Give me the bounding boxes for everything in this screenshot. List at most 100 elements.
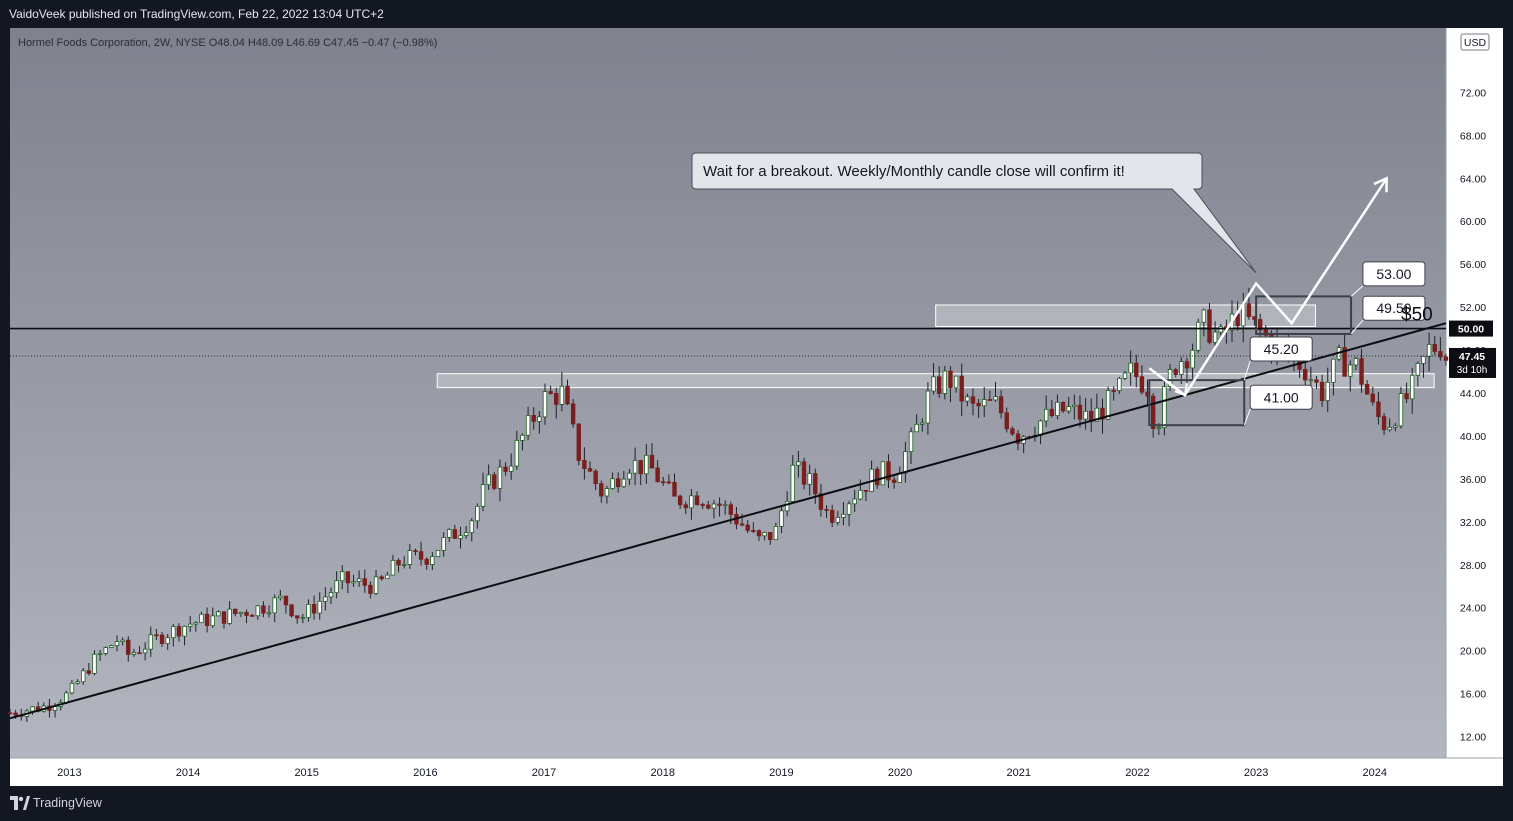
candle-body bbox=[1348, 364, 1353, 377]
candle-body bbox=[227, 608, 232, 624]
candle-body bbox=[165, 637, 170, 644]
candle-body bbox=[728, 504, 734, 515]
time-tick-label: 2019 bbox=[769, 767, 793, 779]
tradingview-logo-icon bbox=[10, 796, 30, 810]
candle-body bbox=[1004, 412, 1009, 430]
candle-body bbox=[1398, 393, 1404, 427]
candle-body bbox=[1038, 420, 1043, 436]
candle-body bbox=[1043, 408, 1049, 422]
price-tick-label: 36.00 bbox=[1460, 474, 1486, 486]
candle-body bbox=[311, 604, 317, 614]
candle-body bbox=[1308, 379, 1314, 382]
candle-body bbox=[835, 516, 841, 523]
candle-body bbox=[520, 434, 525, 441]
candle-body bbox=[1072, 404, 1077, 408]
candle-body bbox=[306, 604, 311, 619]
time-axis-background bbox=[10, 758, 1503, 786]
currency-badge[interactable]: USD bbox=[1460, 33, 1490, 51]
candle-body bbox=[148, 634, 153, 650]
candle-body bbox=[289, 604, 294, 617]
annotations-layer: 53.00 49.50 45.20 41.00 $50 Wait for a breako… bbox=[691, 152, 1433, 427]
candle-body bbox=[1376, 401, 1381, 418]
breakout-box bbox=[1255, 295, 1353, 335]
candle-body bbox=[452, 529, 458, 539]
candle-body bbox=[300, 617, 306, 620]
candle-body bbox=[1167, 369, 1173, 387]
candle-body bbox=[401, 564, 407, 566]
candle-body bbox=[751, 530, 756, 532]
candle-body bbox=[1410, 374, 1415, 400]
label-leader bbox=[1243, 360, 1251, 381]
candle-body bbox=[711, 503, 717, 509]
price-axis-background bbox=[1446, 28, 1503, 758]
price-chart[interactable]: 72.0068.0064.0060.0056.0052.0048.0044.00… bbox=[0, 28, 1503, 786]
candle-body bbox=[920, 422, 925, 425]
candle-body bbox=[914, 423, 919, 433]
candle-body bbox=[593, 470, 598, 485]
price-tick-label: 28.00 bbox=[1460, 560, 1486, 572]
candle-body bbox=[396, 559, 401, 566]
candle-body bbox=[1325, 381, 1330, 402]
candle-body bbox=[525, 415, 531, 436]
upper-supply-zone bbox=[935, 304, 1316, 327]
candle-body bbox=[903, 451, 908, 474]
candle-body bbox=[621, 478, 627, 488]
ticks-layer: 72.0068.0064.0060.0056.0052.0048.0044.00… bbox=[57, 87, 1496, 779]
candle-body bbox=[756, 530, 762, 537]
label-leader bbox=[1243, 409, 1251, 426]
candle-body bbox=[413, 550, 418, 553]
candle-body bbox=[188, 623, 193, 627]
candle-body bbox=[13, 712, 18, 716]
candle-body bbox=[1111, 390, 1116, 392]
candle-body bbox=[1196, 321, 1201, 351]
candle-body bbox=[953, 375, 959, 389]
price-tick-label: 60.00 bbox=[1460, 216, 1486, 228]
candle-body bbox=[182, 625, 187, 637]
candle-body bbox=[965, 396, 970, 402]
candle-body bbox=[204, 613, 210, 627]
candle-body bbox=[1257, 319, 1263, 331]
price-tick-label: 68.00 bbox=[1460, 130, 1486, 142]
candle-body bbox=[1415, 363, 1421, 376]
last-price-badge-bg bbox=[1449, 347, 1496, 378]
candle-body bbox=[469, 520, 474, 533]
label-leader bbox=[1350, 319, 1364, 335]
footer: TradingView bbox=[0, 790, 400, 818]
candle-body bbox=[514, 440, 520, 467]
candle-body bbox=[1421, 356, 1426, 364]
candle-body bbox=[582, 460, 587, 469]
pullback-arrowhead bbox=[1174, 382, 1188, 397]
candle-body bbox=[503, 466, 508, 472]
time-tick-label: 2020 bbox=[888, 767, 912, 779]
candle-body bbox=[334, 580, 339, 594]
candle-body bbox=[430, 556, 435, 565]
candle-body bbox=[131, 652, 137, 655]
last-price-value: 47.45 bbox=[1459, 351, 1485, 363]
time-tick-label: 2023 bbox=[1244, 767, 1268, 779]
candle-body bbox=[683, 504, 688, 509]
candle-body bbox=[362, 578, 367, 586]
time-tick-label: 2013 bbox=[57, 767, 81, 779]
candle-body bbox=[1342, 347, 1347, 377]
candle-body bbox=[548, 391, 553, 394]
candle-body bbox=[570, 403, 576, 425]
candle-body bbox=[672, 481, 677, 497]
price-tick-label: 56.00 bbox=[1460, 259, 1486, 271]
candle-body bbox=[1117, 377, 1122, 391]
candle-body bbox=[790, 464, 795, 502]
candle-body bbox=[537, 416, 542, 422]
price-tick-label: 16.00 bbox=[1460, 689, 1486, 701]
candle-body bbox=[559, 385, 565, 405]
candle-body bbox=[1319, 381, 1325, 402]
candle-body bbox=[644, 454, 649, 475]
candle-body bbox=[340, 571, 345, 582]
candle-body bbox=[1015, 433, 1021, 444]
candle-body bbox=[480, 484, 486, 507]
candle-body bbox=[424, 558, 429, 565]
candle-body bbox=[171, 626, 176, 639]
candle-body bbox=[1443, 356, 1449, 361]
candle-body bbox=[768, 532, 773, 540]
candle-body bbox=[463, 532, 469, 536]
candle-body bbox=[294, 615, 300, 619]
callout-text: Wait for a breakout. Weekly/Monthly cand… bbox=[703, 163, 1125, 180]
